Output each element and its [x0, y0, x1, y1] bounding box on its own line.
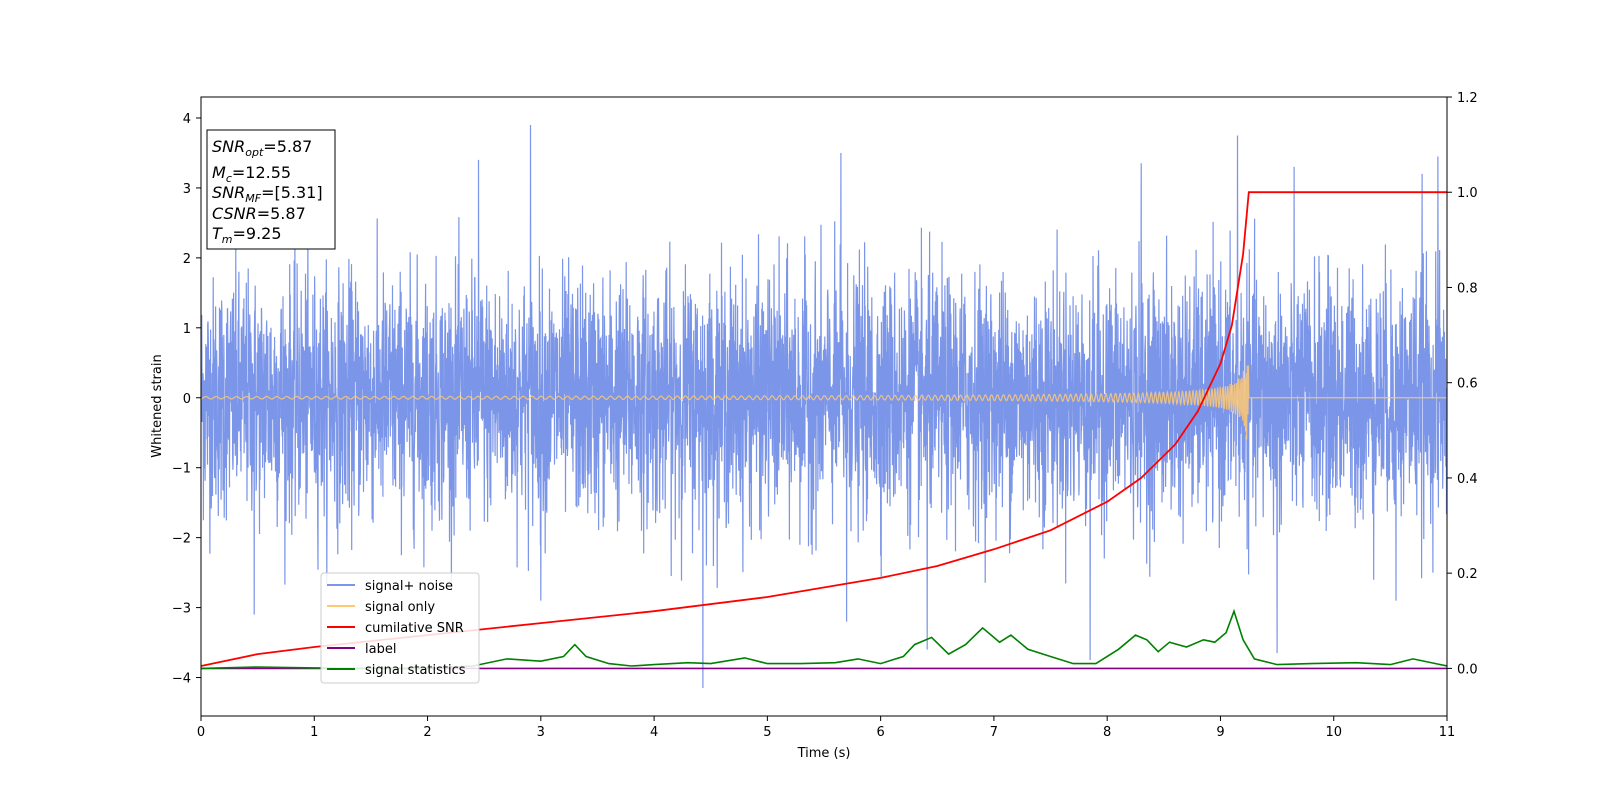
- x-tick-label-6: 6: [876, 725, 884, 740]
- y-tick-label-8: −4: [172, 672, 191, 687]
- x-tick-label-1: 1: [310, 725, 318, 740]
- x-tick-label-10: 10: [1325, 725, 1342, 740]
- x-tick-label-8: 8: [1103, 725, 1111, 740]
- y2-tick-label-1: 1.0: [1457, 186, 1478, 201]
- plot-frame: [200, 96, 1448, 717]
- x-tick-label-2: 2: [423, 725, 431, 740]
- y-tick-label-2: 2: [183, 252, 191, 267]
- info-mc: Mc=12.55: [212, 163, 291, 185]
- signal-only-line: [201, 365, 1447, 440]
- signal-only-series: [201, 365, 1447, 440]
- x-tick-label-0: 0: [197, 725, 205, 740]
- x-tick-label-5: 5: [763, 725, 771, 740]
- x-tick-label-11: 11: [1439, 725, 1456, 740]
- info-tm: Tm=9.25: [212, 224, 282, 246]
- y-tick-label-5: −1: [172, 462, 191, 477]
- y-tick-label-3: 1: [183, 322, 191, 337]
- noise-line: [201, 124, 1447, 689]
- y-tick-label-1: 3: [183, 182, 191, 197]
- signal-statistics-line: [201, 608, 1447, 670]
- legend-frame: [320, 572, 480, 684]
- y-tick-label-0: 4: [183, 112, 191, 127]
- y-tick-label-4: 0: [183, 392, 191, 407]
- legend-label-label: label: [365, 642, 396, 657]
- y-tick-label-6: −2: [172, 532, 191, 547]
- x-axis-title: Time (s): [797, 746, 851, 761]
- legend-label-signal-noise: signal+ noise: [365, 579, 453, 594]
- y-tick-label-7: −3: [172, 602, 191, 617]
- y2-tick-label-2: 0.8: [1457, 281, 1478, 296]
- info-snr-mf: SNRMF=[5.31]: [212, 183, 323, 205]
- y-axis-title: Whitened strain: [150, 354, 165, 457]
- y2-tick-label-3: 0.6: [1457, 377, 1478, 392]
- x-tick-label-4: 4: [650, 725, 658, 740]
- info-box-frame: [206, 129, 336, 250]
- x-tick-label-7: 7: [990, 725, 998, 740]
- y2-tick-label-6: 0.0: [1457, 662, 1478, 677]
- legend-label-signal-statistics: signal statistics: [365, 663, 466, 678]
- x-tick-label-9: 9: [1216, 725, 1224, 740]
- noise-series: [201, 124, 1447, 689]
- y2-tick-label-0: 1.2: [1457, 91, 1478, 106]
- legend: signal+ noise signal only cumilative SNR…: [320, 572, 480, 684]
- y2-tick-label-5: 0.2: [1457, 567, 1478, 582]
- x-tick-label-3: 3: [537, 725, 545, 740]
- info-csnr: CSNR=5.87: [212, 204, 306, 223]
- info-snr-opt: SNRopt=5.87: [212, 137, 312, 159]
- y2-tick-label-4: 0.4: [1457, 472, 1478, 487]
- legend-label-signal-only: signal only: [365, 600, 435, 615]
- info-box: SNRopt=5.87 Mc=12.55 SNRMF=[5.31] CSNR=5…: [206, 129, 336, 250]
- axes: 0 1 2 3 4 5 6 7 8 9 10 1143210−1−2−3−41.21.00.80.60…: [172, 91, 1478, 740]
- legend-label-cumulative-snr: cumilative SNR: [365, 621, 464, 636]
